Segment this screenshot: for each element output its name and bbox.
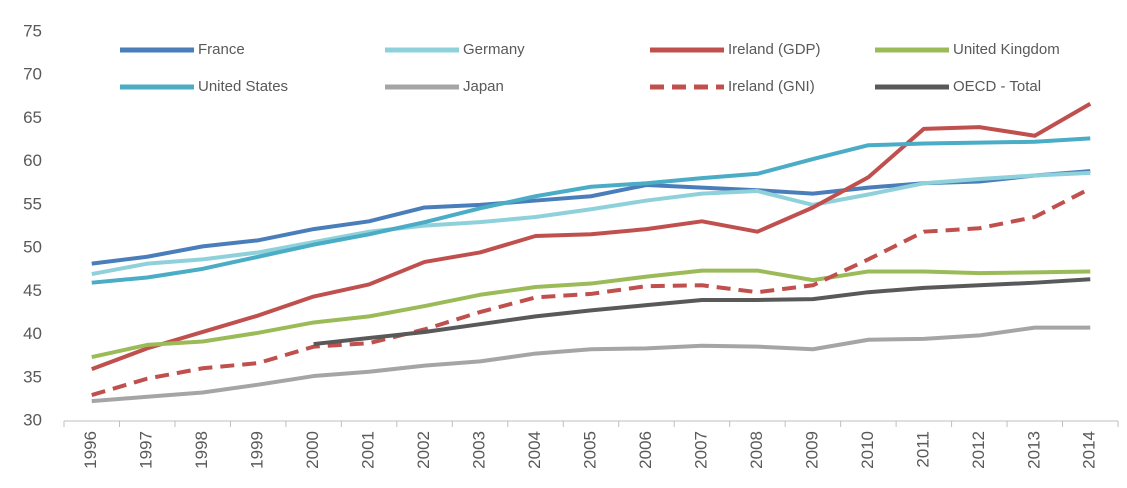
x-tick-label: 2014 (1080, 431, 1099, 469)
legend-label: OECD - Total (953, 78, 1041, 95)
legend-label: United Kingdom (953, 41, 1060, 58)
y-tick-label: 65 (23, 108, 42, 127)
x-tick-label: 2005 (580, 431, 599, 469)
x-tick-label: 2012 (969, 431, 988, 469)
x-tick-label: 1999 (248, 431, 267, 469)
legend-label: Germany (463, 41, 525, 58)
x-tick-label: 1998 (192, 431, 211, 469)
x-tick-label: 2011 (913, 431, 932, 468)
y-tick-label: 30 (23, 410, 42, 429)
x-tick-label: 2008 (747, 431, 766, 469)
series-line (91, 186, 1092, 397)
x-tick-label: 2002 (414, 431, 433, 469)
x-tick-label: 2004 (525, 431, 544, 469)
legend-label: Ireland (GDP) (728, 41, 821, 58)
series-line (91, 170, 1091, 277)
x-tick-label: 2009 (802, 431, 821, 469)
series-line (91, 325, 1091, 404)
y-tick-label: 60 (23, 151, 42, 170)
x-tick-label: 2003 (470, 431, 489, 469)
legend-label: United States (198, 78, 288, 95)
x-tick-label: 1997 (137, 431, 156, 469)
series-line (91, 102, 1092, 372)
y-tick-label: 35 (23, 367, 42, 386)
x-tick-label: 2013 (1024, 431, 1043, 469)
series-line (313, 277, 1091, 347)
y-tick-label: 55 (23, 194, 42, 213)
x-tick-label: 2007 (691, 431, 710, 469)
y-tick-label: 45 (23, 281, 42, 300)
y-tick-label: 70 (23, 65, 42, 84)
x-tick-label: 2000 (303, 431, 322, 469)
y-tick-label: 40 (23, 324, 42, 343)
series-line (91, 136, 1091, 285)
series-line (91, 268, 1091, 359)
x-tick-label: 1996 (81, 431, 100, 469)
legend-label: Japan (463, 78, 504, 95)
legend-label: France (198, 41, 245, 58)
legend-label: Ireland (GNI) (728, 78, 815, 95)
y-tick-label: 75 (23, 21, 42, 40)
x-tick-label: 2001 (359, 431, 378, 469)
x-tick-label: 2010 (858, 431, 877, 469)
y-tick-label: 50 (23, 238, 42, 257)
x-tick-label: 2006 (636, 431, 655, 469)
